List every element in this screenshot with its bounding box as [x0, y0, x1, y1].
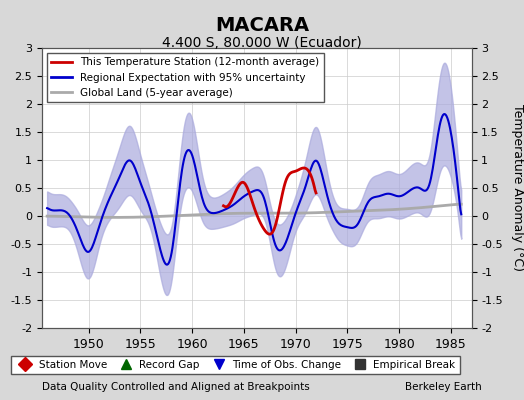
- Text: Berkeley Earth: Berkeley Earth: [406, 382, 482, 392]
- Legend: Station Move, Record Gap, Time of Obs. Change, Empirical Break: Station Move, Record Gap, Time of Obs. C…: [11, 356, 460, 374]
- Text: MACARA: MACARA: [215, 16, 309, 35]
- Text: Data Quality Controlled and Aligned at Breakpoints: Data Quality Controlled and Aligned at B…: [42, 382, 310, 392]
- Text: 4.400 S, 80.000 W (Ecuador): 4.400 S, 80.000 W (Ecuador): [162, 36, 362, 50]
- Y-axis label: Temperature Anomaly (°C): Temperature Anomaly (°C): [511, 104, 524, 272]
